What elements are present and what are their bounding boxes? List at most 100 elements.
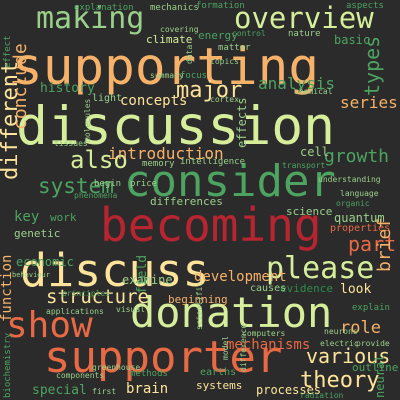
word-understanding: understanding bbox=[318, 175, 381, 184]
word-becoming: becoming bbox=[100, 198, 322, 252]
word-earths: earths bbox=[200, 367, 237, 378]
word-cortex: cortex bbox=[210, 95, 239, 104]
word-function: function bbox=[0, 254, 15, 322]
word-chemical: chemical bbox=[294, 87, 333, 96]
word-introduction: introduction bbox=[108, 144, 224, 163]
word-look: look bbox=[340, 282, 372, 297]
word-explain: explain bbox=[352, 303, 390, 313]
word-explanation: explanation bbox=[74, 3, 134, 13]
word-conclude: conclude bbox=[10, 43, 31, 130]
word-systems: systems bbox=[196, 379, 243, 392]
word-climate: climate bbox=[146, 33, 193, 46]
word-brief: brief bbox=[374, 217, 395, 272]
word-basic: basic bbox=[334, 33, 371, 47]
word-first: first bbox=[92, 387, 117, 396]
word-supporter: supporter bbox=[44, 332, 283, 383]
word-begin: begin bbox=[94, 179, 122, 189]
word-topics: topics bbox=[210, 57, 239, 66]
word-overview: overview bbox=[234, 1, 374, 35]
word-quantum: quantum bbox=[334, 211, 385, 225]
word-science: science bbox=[286, 205, 333, 218]
word-development: development bbox=[194, 269, 287, 285]
word-greenhouse: greenhouse bbox=[92, 363, 141, 372]
word-summary: summary bbox=[150, 71, 184, 80]
word-also: also bbox=[70, 146, 128, 174]
word-provide: provide bbox=[356, 339, 390, 348]
word-price: price bbox=[130, 179, 158, 189]
word-differences: differences bbox=[150, 195, 223, 208]
word-intelligence: intelligence bbox=[180, 157, 246, 167]
word-mechanics: mechanics bbox=[150, 3, 199, 13]
word-properties: properties bbox=[330, 223, 391, 234]
word-discussion: discussion bbox=[16, 96, 336, 157]
word-neurons: neurons bbox=[324, 327, 358, 336]
word-language: language bbox=[340, 189, 379, 198]
word-nature: nature bbox=[288, 29, 321, 39]
word-types: types bbox=[360, 35, 384, 96]
word-computers: computers bbox=[242, 329, 286, 338]
word-phenomena: phenomena bbox=[74, 191, 118, 200]
word-evidence: evidence bbox=[280, 282, 333, 295]
word-energy: energy bbox=[198, 29, 238, 42]
word-field: field bbox=[135, 254, 150, 294]
word-theory: theory bbox=[300, 368, 380, 393]
word-work: work bbox=[50, 211, 77, 224]
word-examine: examine bbox=[122, 273, 173, 287]
word-concepts: concepts bbox=[120, 93, 188, 109]
word-causes: causes bbox=[250, 283, 287, 294]
word-light: light bbox=[92, 93, 123, 104]
word-donation: donation bbox=[130, 288, 333, 337]
word-control: control bbox=[232, 29, 266, 38]
word-special: special bbox=[32, 383, 87, 398]
word-consider: consider bbox=[124, 156, 336, 207]
word-beginning: beginning bbox=[168, 293, 228, 306]
word-history: history bbox=[40, 81, 95, 96]
word-economic: economic bbox=[16, 255, 74, 269]
word-scientific: scientific bbox=[195, 281, 204, 330]
word-analysis: analysis bbox=[258, 74, 336, 93]
word-formation: formation bbox=[196, 1, 245, 11]
word-part: part bbox=[348, 232, 397, 256]
word-transport: transport bbox=[282, 161, 326, 170]
word-structure: structure bbox=[46, 286, 149, 308]
word-electric: electric bbox=[320, 339, 359, 348]
word-genetic: genetic bbox=[14, 227, 61, 240]
word-methods: methods bbox=[130, 369, 168, 379]
word-focus: focus bbox=[180, 71, 208, 81]
word-various: various bbox=[306, 344, 391, 368]
word-principles: principles bbox=[62, 289, 111, 298]
word-visual: visual bbox=[116, 305, 145, 314]
word-effects: effects bbox=[235, 97, 249, 148]
word-components: components bbox=[56, 371, 105, 380]
word-mechanisms: mechanisms bbox=[226, 337, 311, 353]
word-covering: covering bbox=[160, 25, 199, 34]
word-applications: applications bbox=[46, 307, 104, 316]
word-model: model bbox=[221, 335, 230, 360]
word-effect: effect bbox=[3, 35, 13, 68]
word-supporting: supporting bbox=[12, 38, 320, 97]
word-key: key bbox=[14, 209, 40, 225]
word-tissues: tissues bbox=[54, 139, 88, 148]
word-role: role bbox=[340, 318, 381, 338]
word-discuss: discuss bbox=[20, 244, 210, 297]
word-radiation: radiation bbox=[300, 391, 344, 400]
word-memory: memory bbox=[142, 159, 175, 169]
word-brain: brain bbox=[126, 381, 169, 397]
word-making: making bbox=[36, 1, 145, 36]
word-biochemistry: biochemistry bbox=[3, 332, 13, 398]
word-organic: organic bbox=[336, 199, 370, 208]
word-cell: cell bbox=[300, 145, 329, 159]
word-show: show bbox=[6, 305, 93, 346]
word-data: data bbox=[185, 44, 194, 64]
word-difference: difference bbox=[239, 323, 248, 372]
word-growth: growth bbox=[324, 146, 390, 167]
word-matter: matter bbox=[218, 43, 251, 53]
word-aspects: aspects bbox=[346, 1, 384, 11]
word-molecules: molecules bbox=[83, 98, 92, 142]
word-major: major bbox=[176, 78, 243, 103]
word-neural: neural bbox=[373, 354, 387, 398]
word-system: system bbox=[38, 174, 114, 198]
word-outline: outline bbox=[352, 361, 399, 374]
word-series: series bbox=[340, 93, 398, 112]
